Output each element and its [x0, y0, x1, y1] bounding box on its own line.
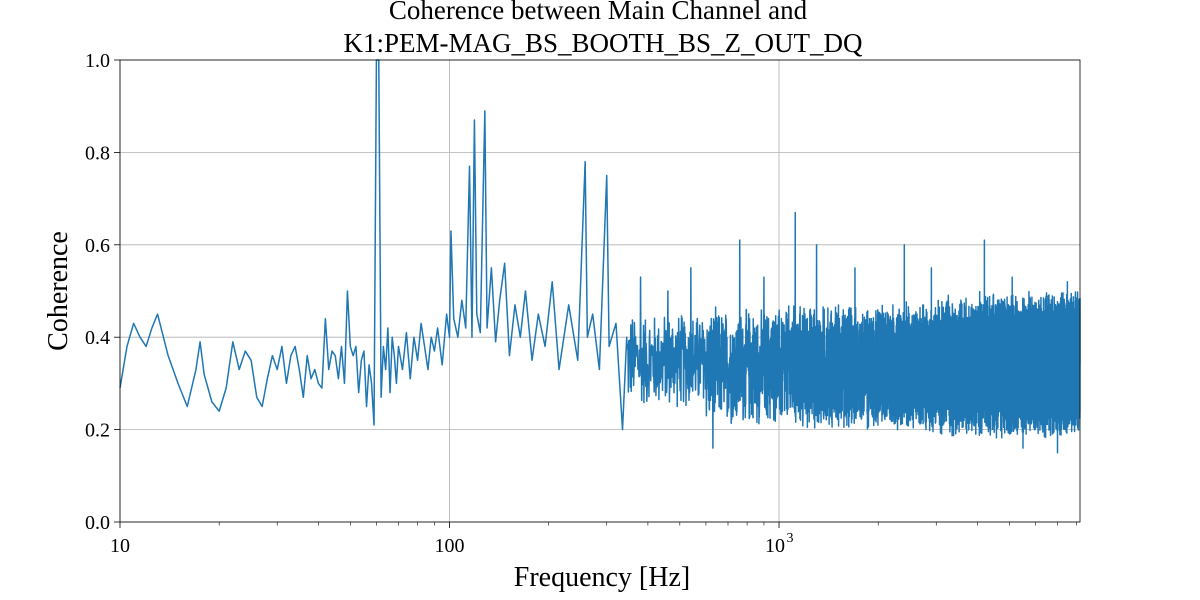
y-tick-label: 0.8: [85, 142, 110, 164]
chart-title-line-1: Coherence between Main Channel and: [389, 0, 808, 25]
chart-title-line-2: K1:PEM-MAG_BS_BOOTH_BS_Z_OUT_DQ: [343, 28, 863, 58]
x-tick-label: 10: [110, 535, 130, 557]
y-tick-label: 1.0: [85, 50, 110, 72]
y-axis-label: Coherence: [43, 231, 74, 351]
y-tick-label: 0.6: [85, 235, 110, 257]
x-axis-label: Frequency [Hz]: [514, 562, 690, 593]
coherence-series-line: [119, 59, 1081, 454]
y-tick-label: 0.4: [85, 327, 110, 349]
y-tick-label: 0.0: [85, 512, 110, 534]
x-tick-label: 10: [765, 535, 785, 557]
plot-area: [119, 59, 1081, 454]
axes-frame: [119, 59, 1081, 523]
x-tick-label: 100: [435, 535, 465, 557]
axis-ticks: 10 100 10 30.00.20.40.60.81.0: [85, 50, 1077, 557]
x-tick-exponent: 3: [787, 531, 794, 546]
y-tick-label: 0.2: [85, 420, 110, 442]
